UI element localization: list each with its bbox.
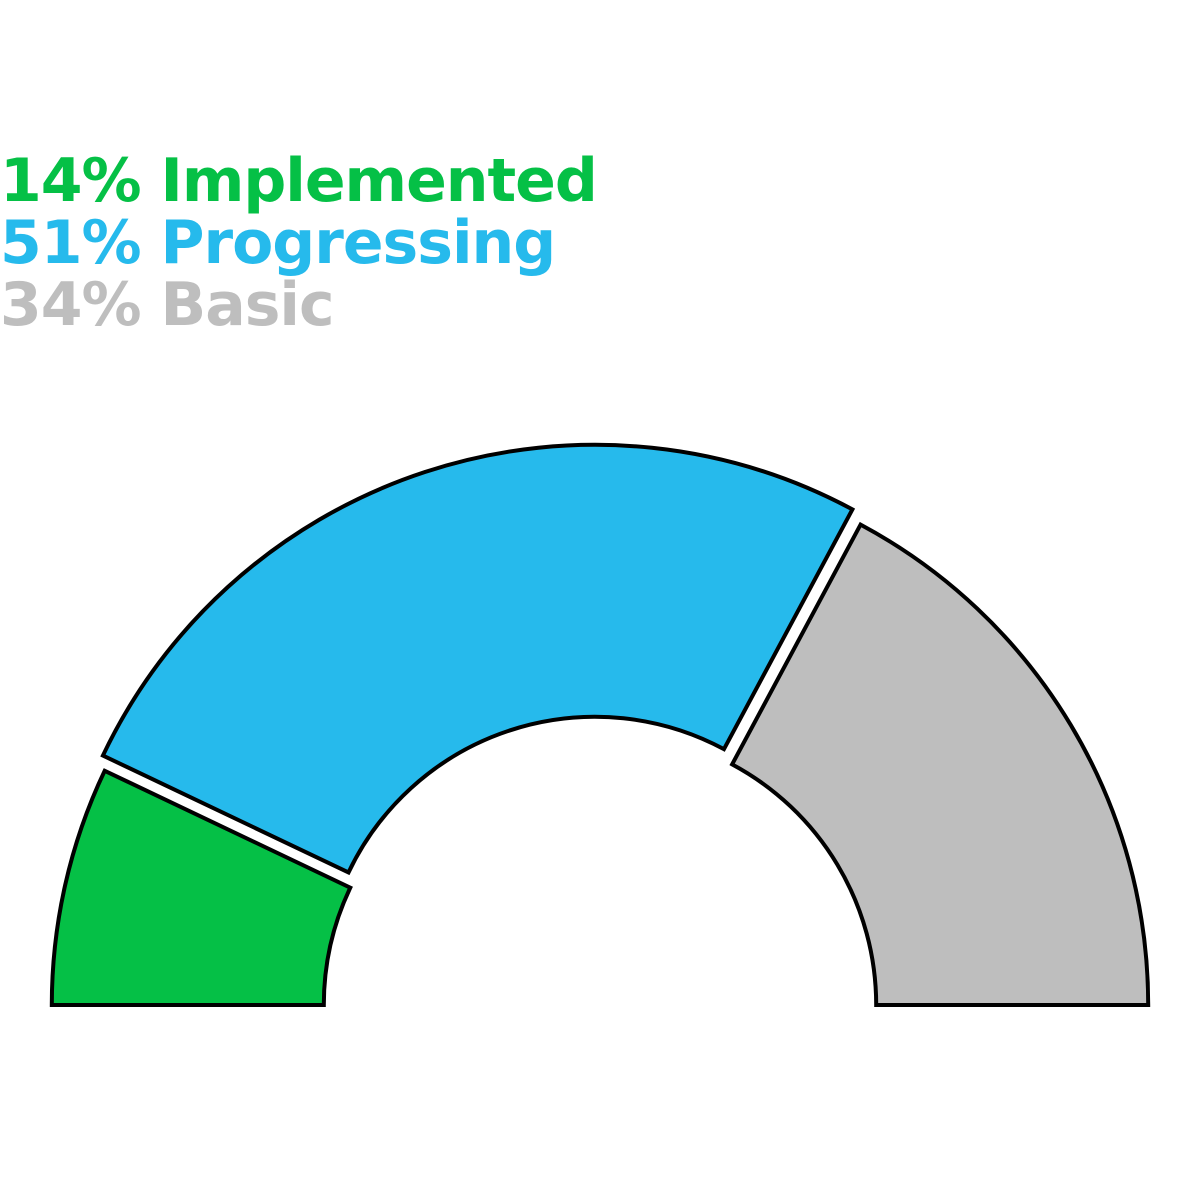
legend-entry-implemented: 14% Implemented (0, 146, 598, 216)
gauge-segment-basic (729, 521, 1151, 1007)
chart-legend: 14% Implemented 51% Progressing 34% Basi… (0, 146, 598, 340)
gauge-segment-progressing (100, 442, 856, 876)
legend-entry-progressing: 51% Progressing (0, 208, 556, 278)
gauge-segment-implemented (49, 768, 353, 1007)
legend-entry-basic: 34% Basic (0, 270, 335, 340)
